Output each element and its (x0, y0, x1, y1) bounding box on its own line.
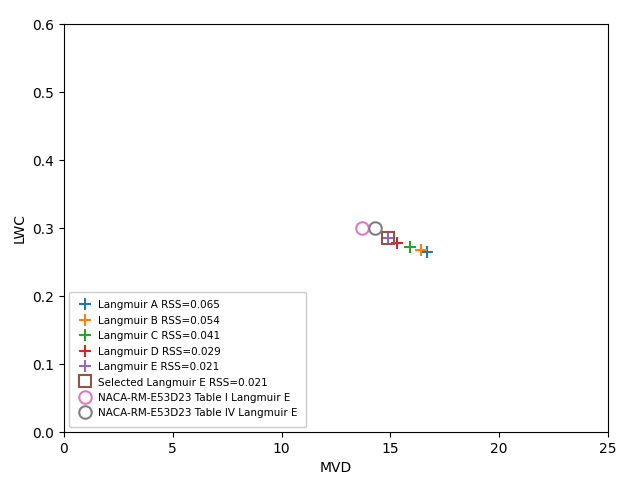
Y-axis label: LWC: LWC (13, 213, 27, 243)
X-axis label: MVD: MVD (320, 461, 352, 475)
Legend: Langmuir A RSS=0.065, Langmuir B RSS=0.054, Langmuir C RSS=0.041, Langmuir D RSS: Langmuir A RSS=0.065, Langmuir B RSS=0.0… (69, 292, 306, 427)
